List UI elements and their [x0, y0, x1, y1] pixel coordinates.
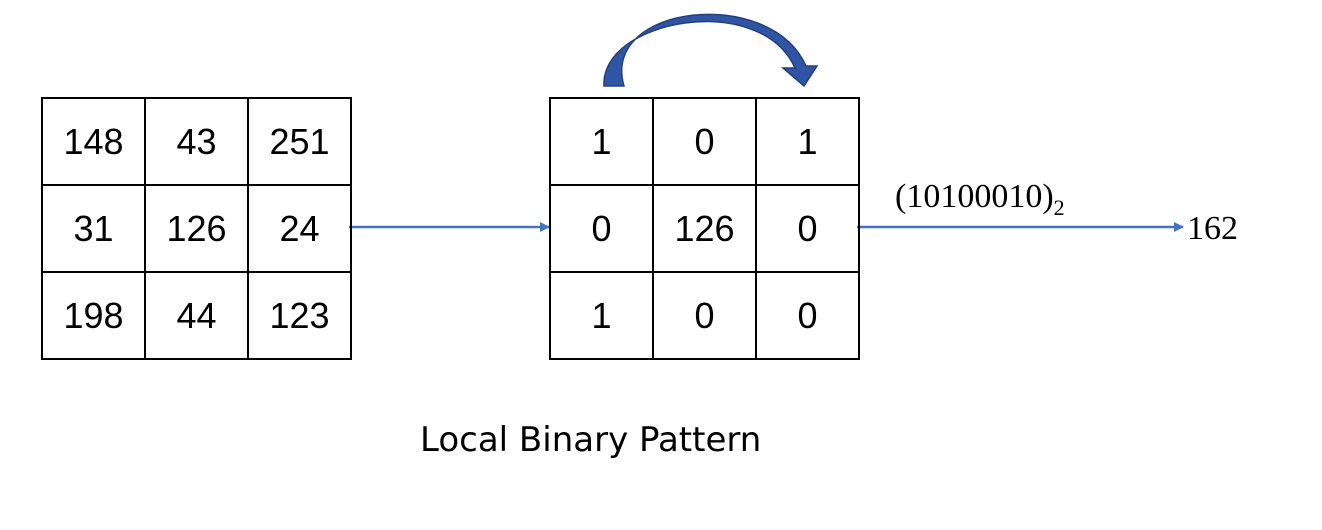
input-pixel-grid: 148 43 251 31 126 24 198 44 123: [41, 97, 352, 360]
grid-cell-center: 126: [144, 184, 249, 273]
grid-row: 148 43 251: [41, 97, 352, 186]
binary-code: (10100010): [895, 178, 1054, 215]
grid-cell: 0: [755, 271, 860, 360]
grid-cell: 24: [247, 184, 352, 273]
binary-base-subscript: 2: [1053, 195, 1065, 220]
grid-cell: 0: [652, 97, 757, 186]
grid-cell: 1: [549, 271, 654, 360]
grid-cell: 1: [755, 97, 860, 186]
grid-cell: 0: [755, 184, 860, 273]
grid-row: 1 0 0: [549, 271, 860, 360]
clockwise-curved-arrow: [603, 13, 819, 88]
decimal-result: 162: [1187, 210, 1238, 247]
grid-cell: 123: [247, 271, 352, 360]
grid-cell: 1: [549, 97, 654, 186]
binary-threshold-grid: 1 0 1 0 126 0 1 0 0: [549, 97, 860, 360]
grid-cell: 43: [144, 97, 249, 186]
grid-cell: 0: [652, 271, 757, 360]
grid-cell: 44: [144, 271, 249, 360]
grid-cell: 251: [247, 97, 352, 186]
grid-row: 0 126 0: [549, 184, 860, 273]
diagram-caption: Local Binary Pattern: [420, 420, 762, 460]
grid-cell: 148: [41, 97, 146, 186]
grid-cell: 198: [41, 271, 146, 360]
grid-row: 198 44 123: [41, 271, 352, 360]
binary-code-label: (10100010)2: [895, 178, 1065, 220]
grid-row: 31 126 24: [41, 184, 352, 273]
grid-cell: 31: [41, 184, 146, 273]
grid-cell-center: 126: [652, 184, 757, 273]
grid-cell: 0: [549, 184, 654, 273]
grid-row: 1 0 1: [549, 97, 860, 186]
